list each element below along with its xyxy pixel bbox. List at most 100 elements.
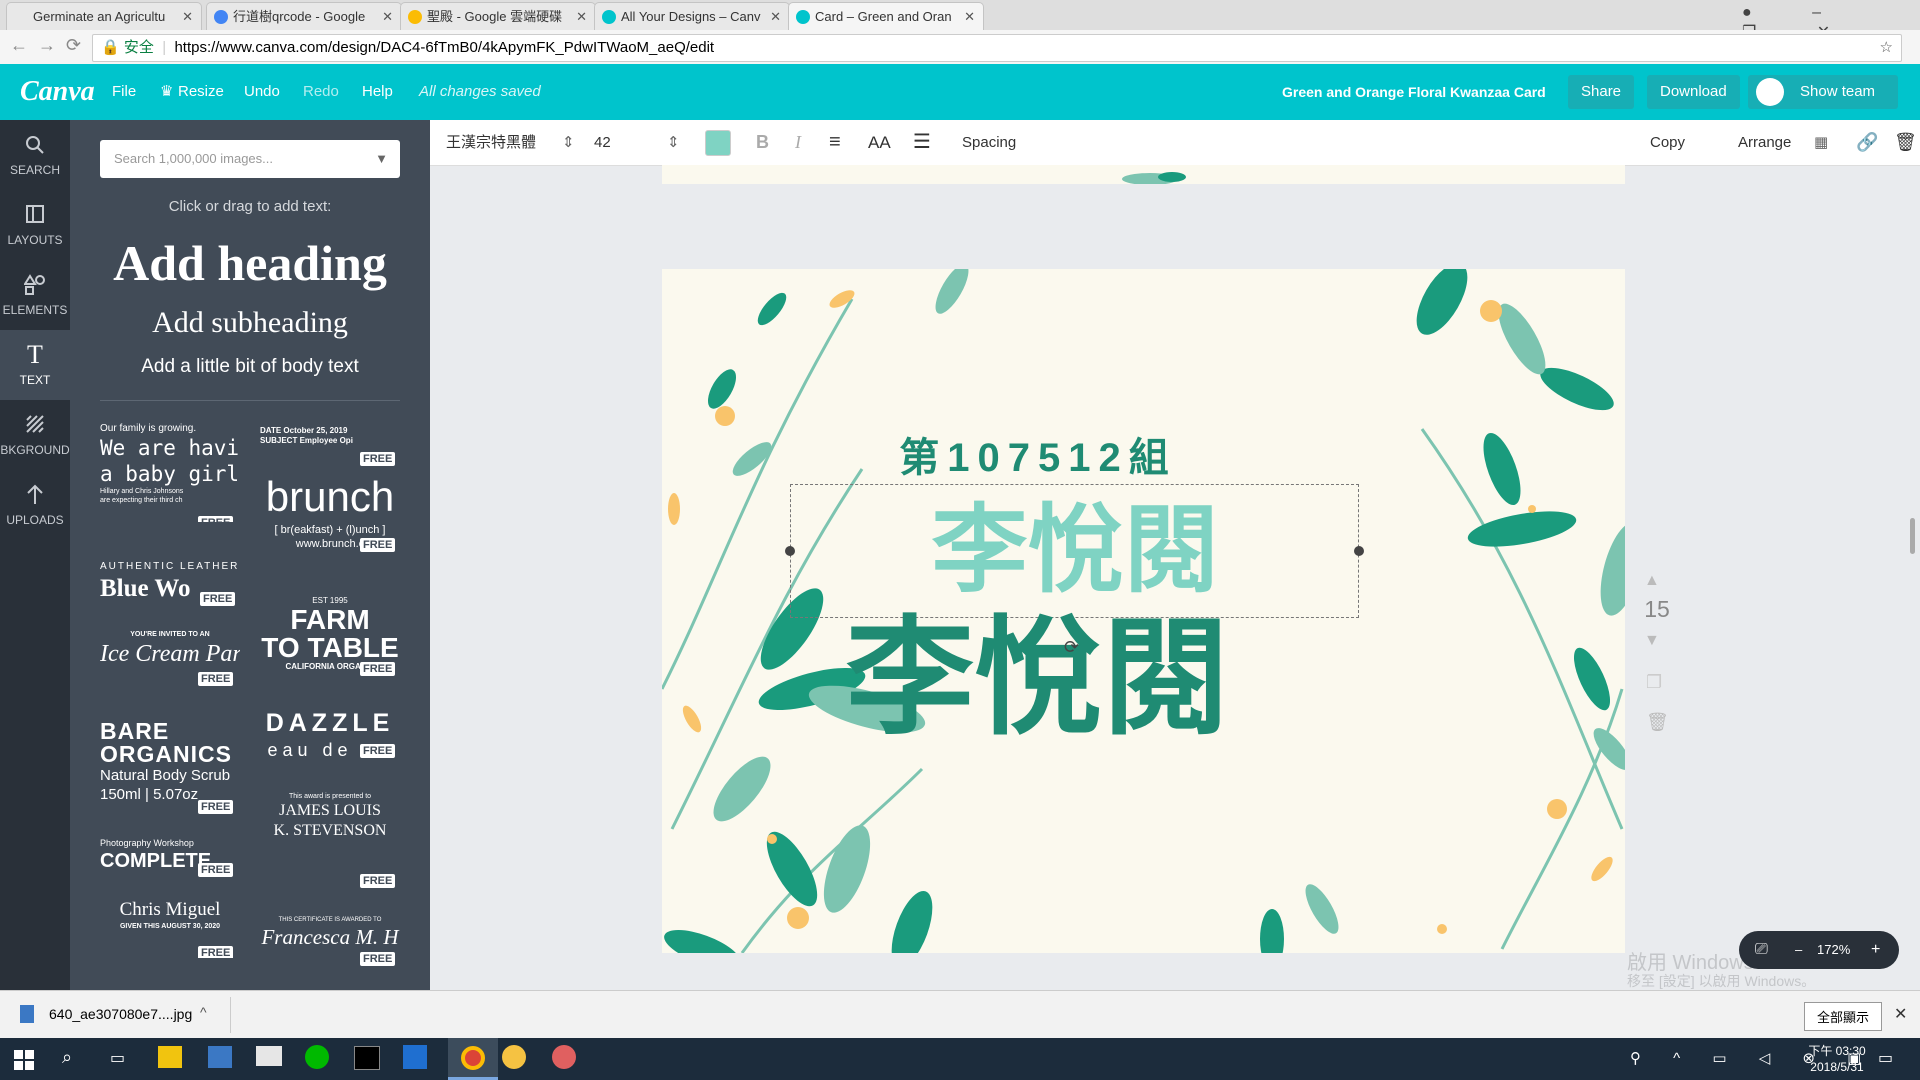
image-search[interactable]: Search 1,000,000 images... ▼ (100, 140, 400, 178)
show-team-label: Show team (1800, 83, 1876, 100)
spacing-button[interactable]: Spacing (962, 134, 1017, 151)
add-subheading[interactable]: Add subheading (152, 306, 348, 339)
add-heading[interactable]: Add heading (113, 235, 387, 291)
text-template[interactable]: DATE October 25, 2019 SUBJECT Employee Op… (260, 426, 400, 466)
app-mail[interactable] (256, 1046, 282, 1066)
align-button[interactable]: ≡ (829, 131, 841, 153)
rail-layouts[interactable]: LAYOUTS (0, 190, 70, 260)
logo[interactable]: Canva (20, 76, 95, 107)
text-template[interactable]: Chris Miguel GIVEN THIS AUGUST 30, 2020 FR… (100, 898, 240, 958)
text-template[interactable]: BARE ORGANICS Natural Body Scrub 150ml | 5.… (100, 720, 240, 820)
case-button[interactable]: AA (868, 133, 891, 152)
template-line: We are having (100, 436, 240, 460)
side-rail: SEARCH LAYOUTS ELEMENTS T TEXT BKGROUND U… (0, 120, 70, 990)
favicon (796, 10, 810, 24)
free-badge: FREE (360, 874, 396, 888)
text-template[interactable]: DAZZLE eau de pa FREE (260, 708, 400, 758)
text-template[interactable]: Our family is growing. We are havinga bab… (100, 422, 240, 522)
notifications[interactable]: ▭ (1878, 1050, 1894, 1067)
rail-elements[interactable]: ELEMENTS (0, 260, 70, 330)
download-file[interactable]: 640_ae307080e7....jpg (49, 1006, 193, 1022)
menu-file[interactable]: File (112, 83, 137, 100)
bookmark-star[interactable]: ☆ (1879, 39, 1893, 56)
arrange-button[interactable]: Arrange (1738, 134, 1792, 151)
free-badge: FREE (360, 662, 396, 676)
size-select[interactable]: 42 (594, 134, 611, 151)
delete-page[interactable]: 🗑 (1646, 712, 1669, 732)
template-line: brunch (265, 473, 395, 520)
name-text[interactable]: 李悅閱 (845, 607, 1230, 750)
app-line[interactable] (305, 1045, 329, 1069)
rail-uploads[interactable]: UPLOADS (0, 470, 70, 540)
font-select[interactable]: 王漢宗特黑體 (446, 134, 537, 151)
tab[interactable]: 聖殿 - Google 雲端硬碟 ✕ (400, 2, 596, 30)
tab[interactable]: 行道樹qrcode - Google ✕ (206, 2, 402, 30)
rail-text[interactable]: T TEXT (0, 330, 70, 400)
color-swatch[interactable] (705, 130, 731, 156)
menu-undo[interactable]: Undo (244, 83, 280, 100)
text-template[interactable]: YOU'RE INVITED TO AN Ice Cream Party FREE (100, 630, 240, 690)
system-tray[interactable]: ⚲ ^ ▭ ◁ ⊗ ▣ (1630, 1050, 1876, 1067)
menu-redo[interactable]: Redo (303, 83, 339, 100)
app-explorer[interactable] (158, 1046, 182, 1068)
show-all-button[interactable]: 全部顯示 (1804, 1002, 1883, 1031)
app-vscode[interactable] (403, 1045, 427, 1069)
resize-handle[interactable] (1354, 546, 1364, 556)
text-template[interactable]: THIS CERTIFICATE IS AWARDED TO Francesca … (260, 916, 400, 976)
zoom-out[interactable]: – (1795, 942, 1803, 957)
start-button[interactable] (14, 1050, 34, 1070)
template-line: DAZZLE (265, 709, 395, 737)
tab[interactable]: Germinate an Agricultu ✕ (6, 2, 202, 30)
link-button[interactable]: 🔗 (1856, 132, 1879, 152)
template-line: YOU'RE INVITED TO AN (130, 631, 210, 638)
selection-box[interactable]: 李悅閱 (785, 484, 1364, 618)
italic-button[interactable]: I (795, 132, 801, 152)
add-body-text[interactable]: Add a little bit of body text (141, 356, 359, 377)
page-up[interactable]: ▲ (1644, 572, 1660, 589)
present-button[interactable]: ⎚ (1755, 941, 1768, 958)
file-menu[interactable]: ^ (200, 1004, 207, 1020)
group-text[interactable]: 第107512組 (899, 436, 1177, 480)
text-template[interactable]: brunch [ br(eakfast) + (l)unch ] www.brunc… (260, 470, 400, 560)
share-button[interactable]: Share (1568, 75, 1635, 109)
nav-buttons[interactable]: ← → ⟳ (10, 35, 82, 55)
template-line: CALIFORNIA ORGANIC (285, 662, 375, 671)
copy-button[interactable]: Copy (1650, 134, 1686, 151)
search-button[interactable]: ⌕ (62, 1047, 73, 1067)
omnibox[interactable]: 🔒 安全 | https://www.canva.com/design/DAC4… (92, 34, 1902, 62)
list-button[interactable]: ☰ (913, 131, 931, 153)
download-button[interactable]: Download (1647, 75, 1740, 109)
menu-help[interactable]: Help (362, 83, 393, 100)
text-template[interactable]: EST 1995 FARM TO TABLE CALIFORNIA ORGANIC FR… (260, 596, 400, 686)
rail-background[interactable]: BKGROUND (0, 400, 70, 470)
design-title[interactable]: Green and Orange Floral Kwanzaa Card (1282, 84, 1546, 100)
show-team-button[interactable]: Show team (1748, 75, 1898, 109)
page-down[interactable]: ▼ (1644, 632, 1660, 649)
bold-button[interactable]: B (756, 132, 769, 152)
tab[interactable]: All Your Designs – Canv ✕ (594, 2, 790, 30)
transparency-button[interactable]: ▦ (1814, 134, 1829, 151)
app-other[interactable] (502, 1045, 526, 1069)
app-store[interactable] (208, 1046, 232, 1068)
app-other[interactable] (552, 1045, 576, 1069)
resize-handle[interactable] (785, 546, 795, 556)
app-terminal[interactable] (354, 1046, 380, 1070)
duplicate-page[interactable]: ❐ (1646, 672, 1663, 692)
task-view[interactable]: ▭ (110, 1050, 126, 1067)
text-template[interactable]: This award is presented to JAMES LOUIS K. … (260, 792, 400, 902)
tab-active[interactable]: Card – Green and Oran ✕ (788, 2, 984, 30)
rotate-handle[interactable]: ⟳ (1064, 637, 1080, 657)
rail-search[interactable]: SEARCH (0, 120, 70, 190)
menu-resize[interactable]: Resize (178, 83, 224, 100)
template-line: Our family is growing. (100, 423, 197, 434)
zoom-in[interactable]: + (1871, 941, 1881, 958)
close-download-bar[interactable]: ✕ (1894, 1006, 1908, 1023)
delete-button[interactable]: 🗑 (1894, 132, 1917, 152)
floral-decoration (662, 269, 1625, 953)
selected-name-text[interactable]: 李悅閱 (931, 497, 1220, 604)
text-template[interactable]: Photography Workshop COMPLETE FREE (100, 838, 240, 888)
taskbar: ⌕ ▭ ⚲ ^ ▭ ◁ ⊗ ▣ 下午 03:30 2018/5/31 ▭ (0, 1038, 1920, 1080)
scrollbar-thumb[interactable] (1910, 518, 1915, 554)
app-chrome[interactable] (448, 1038, 498, 1080)
text-template[interactable]: AUTHENTIC LEATHER Blue Wo FREE (100, 560, 240, 620)
